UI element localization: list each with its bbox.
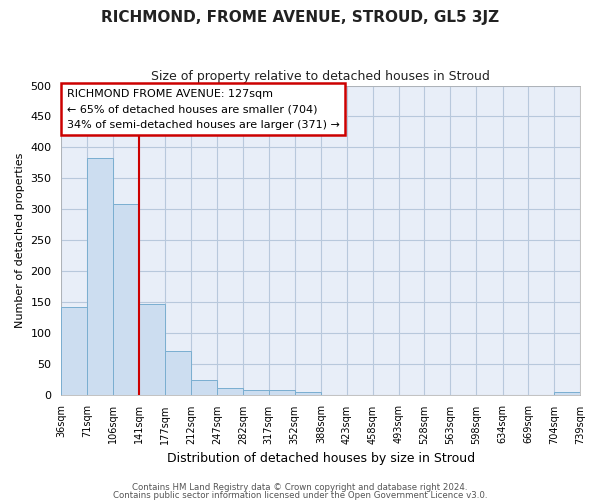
Bar bbox=[166, 352, 191, 395]
Bar bbox=[61, 307, 87, 394]
Bar bbox=[191, 380, 217, 394]
Bar bbox=[217, 388, 243, 394]
Text: RICHMOND FROME AVENUE: 127sqm
← 65% of detached houses are smaller (704)
34% of : RICHMOND FROME AVENUE: 127sqm ← 65% of d… bbox=[67, 88, 340, 130]
Text: RICHMOND, FROME AVENUE, STROUD, GL5 3JZ: RICHMOND, FROME AVENUE, STROUD, GL5 3JZ bbox=[101, 10, 499, 25]
Bar bbox=[295, 392, 321, 394]
Bar bbox=[554, 392, 580, 394]
X-axis label: Distribution of detached houses by size in Stroud: Distribution of detached houses by size … bbox=[167, 452, 475, 465]
Text: Contains HM Land Registry data © Crown copyright and database right 2024.: Contains HM Land Registry data © Crown c… bbox=[132, 483, 468, 492]
Text: Contains public sector information licensed under the Open Government Licence v3: Contains public sector information licen… bbox=[113, 490, 487, 500]
Bar bbox=[139, 304, 166, 394]
Title: Size of property relative to detached houses in Stroud: Size of property relative to detached ho… bbox=[151, 70, 490, 83]
Bar bbox=[243, 390, 269, 394]
Bar bbox=[87, 158, 113, 394]
Y-axis label: Number of detached properties: Number of detached properties bbox=[15, 152, 25, 328]
Bar bbox=[269, 390, 295, 394]
Bar bbox=[113, 204, 139, 394]
